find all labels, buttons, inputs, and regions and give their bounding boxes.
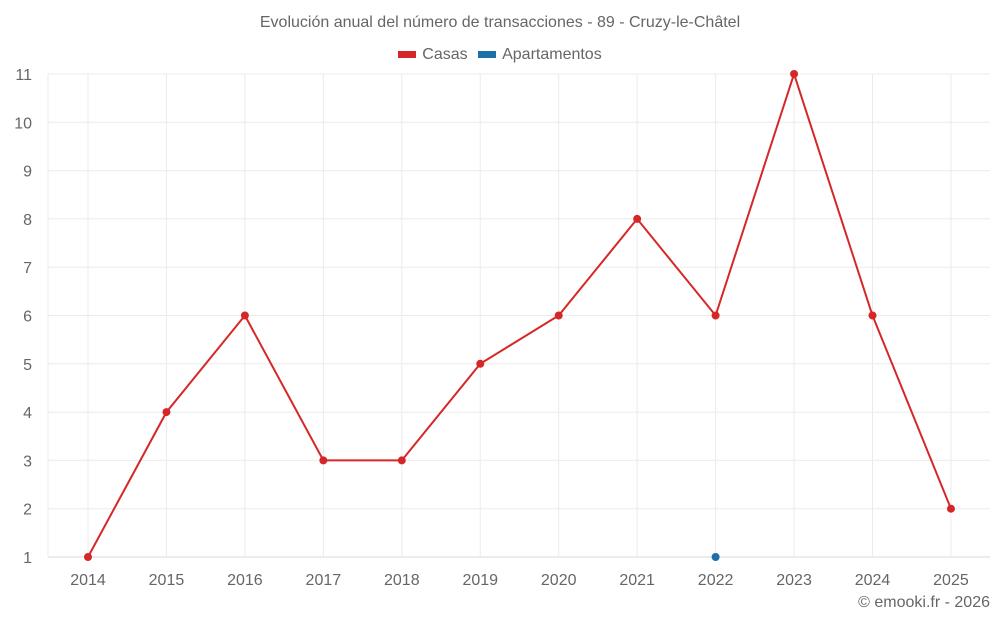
y-tick-label: 8	[23, 212, 32, 229]
y-tick-label: 2	[23, 502, 32, 519]
x-tick-label: 2017	[306, 572, 342, 589]
data-point[interactable]	[790, 70, 799, 78]
legend-item-apartamentos[interactable]: Apartamentos	[478, 46, 602, 64]
data-point[interactable]	[633, 214, 642, 223]
chart-title: Evolución anual del número de transaccio…	[259, 14, 741, 31]
x-tick-label: 2024	[855, 572, 891, 589]
x-tick-label: 2023	[776, 572, 812, 589]
x-tick-label: 2025	[933, 572, 969, 589]
data-point[interactable]	[162, 408, 171, 417]
x-tick-label: 2021	[619, 572, 655, 589]
chart-legend: Casas Apartamentos	[0, 45, 1000, 64]
legend-swatch-casas	[398, 51, 417, 58]
legend-label: Casas	[422, 45, 468, 63]
x-tick-label: 2014	[70, 572, 106, 589]
data-point[interactable]	[946, 504, 955, 513]
y-tick-label: 10	[14, 115, 32, 132]
data-point[interactable]	[711, 311, 720, 320]
legend-swatch-apartamentos	[478, 51, 497, 58]
y-tick-label: 1	[23, 550, 32, 567]
data-point[interactable]	[397, 456, 406, 465]
x-tick-label: 2020	[541, 572, 577, 589]
data-point[interactable]	[84, 553, 92, 561]
y-tick-label: 9	[23, 164, 32, 181]
y-tick-label: 5	[23, 357, 32, 374]
x-tick-label: 2019	[462, 572, 498, 589]
copyright-credit: © emooki.fr - 2026	[858, 594, 990, 611]
x-tick-label: 2015	[149, 572, 185, 589]
y-tick-label: 3	[23, 453, 32, 470]
y-tick-label: 11	[15, 67, 32, 84]
data-point[interactable]	[319, 456, 328, 465]
y-tick-label: 6	[23, 309, 32, 326]
y-tick-label: 4	[23, 405, 32, 422]
data-point[interactable]	[711, 553, 720, 561]
legend-label: Apartamentos	[502, 45, 602, 63]
series-line	[87, 70, 952, 558]
legend-item-casas[interactable]: Casas	[398, 45, 468, 64]
data-point[interactable]	[240, 311, 249, 320]
x-tick-label: 2018	[384, 572, 420, 589]
x-tick-label: 2022	[698, 572, 734, 589]
y-tick-label: 7	[23, 260, 32, 277]
data-point[interactable]	[476, 359, 485, 368]
data-point[interactable]	[554, 311, 563, 320]
x-tick-label: 2016	[227, 572, 263, 589]
data-point[interactable]	[868, 311, 877, 320]
